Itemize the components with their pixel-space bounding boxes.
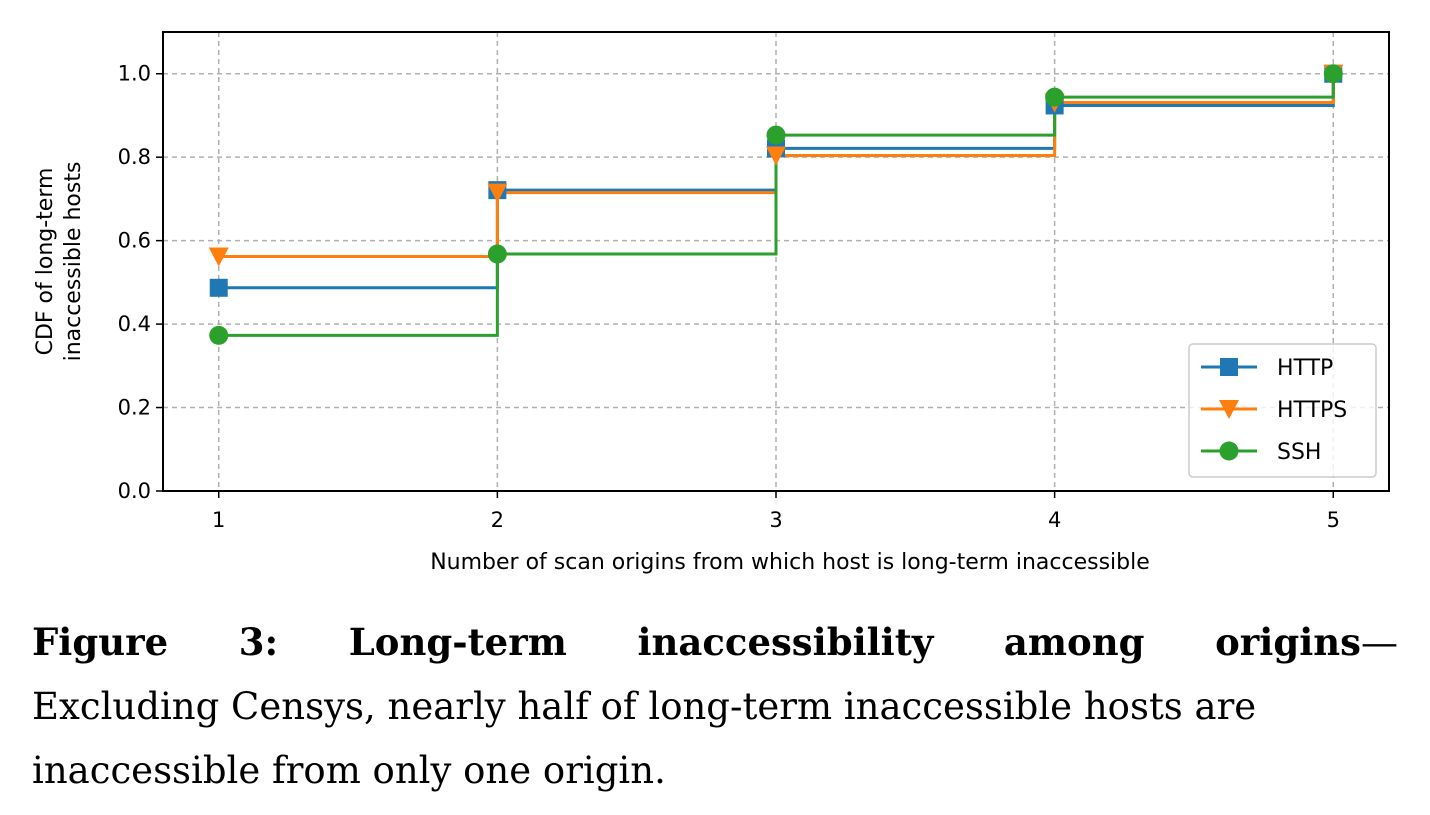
- series-markers: [208, 64, 1344, 345]
- caption-title: Figure 3: Long-term inaccessibility amon…: [32, 620, 1361, 664]
- legend-ssh-marker: [1219, 441, 1239, 461]
- legend-http-label: HTTP: [1277, 356, 1333, 381]
- legend: HTTP HTTPS SSH: [1188, 343, 1377, 478]
- y-tick-label: 0.0: [118, 479, 151, 503]
- y-tick-label: 0.6: [118, 229, 151, 253]
- axis-ticks: 1 2 3 4 5 0.0 0.2 0.4 0.6 0.8 1.0: [118, 62, 1340, 532]
- https-data-point: [487, 183, 508, 203]
- https-data-point: [766, 146, 786, 166]
- x-axis-label: Number of scan origins from which host i…: [430, 550, 1150, 575]
- ssh-data-point: [766, 125, 786, 145]
- figure-caption: Figure 3: Long-term inaccessibility amon…: [32, 610, 1398, 803]
- legend-box: [1188, 343, 1377, 478]
- y-tick-label: 0.8: [118, 145, 151, 169]
- y-axis-label-line-2: inaccessible hosts: [61, 162, 86, 362]
- x-tick-label: 1: [212, 508, 225, 532]
- y-axis-label: CDF of long-term inaccessible hosts: [33, 162, 86, 362]
- y-tick-label: 0.2: [118, 396, 151, 420]
- https-data-point: [208, 247, 229, 267]
- legend-https-label: HTTPS: [1277, 398, 1347, 423]
- y-axis-label-line-1: CDF of long-term: [33, 168, 58, 356]
- legend-http-marker: [1220, 358, 1238, 376]
- ssh-data-point: [487, 244, 507, 264]
- legend-ssh-label: SSH: [1277, 440, 1321, 465]
- x-tick-label: 4: [1048, 508, 1061, 532]
- caption-dash: —: [1361, 621, 1398, 664]
- legend-items: HTTP HTTPS SSH: [1201, 356, 1347, 465]
- x-tick-label: 5: [1327, 508, 1340, 532]
- ssh-data-point: [1323, 64, 1343, 84]
- caption-first-line: Figure 3: Long-term inaccessibility amon…: [32, 610, 1398, 675]
- y-tick-label: 1.0: [118, 62, 151, 86]
- x-tick-label: 3: [769, 508, 782, 532]
- ssh-data-point: [1045, 87, 1065, 107]
- http-data-point: [209, 278, 228, 297]
- ssh-data-point: [209, 325, 229, 345]
- caption-body: Excluding Censys, nearly half of long-te…: [32, 685, 1257, 792]
- x-tick-label: 2: [491, 508, 504, 532]
- legend-https-marker: [1219, 400, 1239, 419]
- y-tick-label: 0.4: [118, 312, 151, 336]
- cdf-chart: 1 2 3 4 5 0.0 0.2 0.4 0.6 0.8 1.0 Number of scan o…: [33, 31, 1390, 575]
